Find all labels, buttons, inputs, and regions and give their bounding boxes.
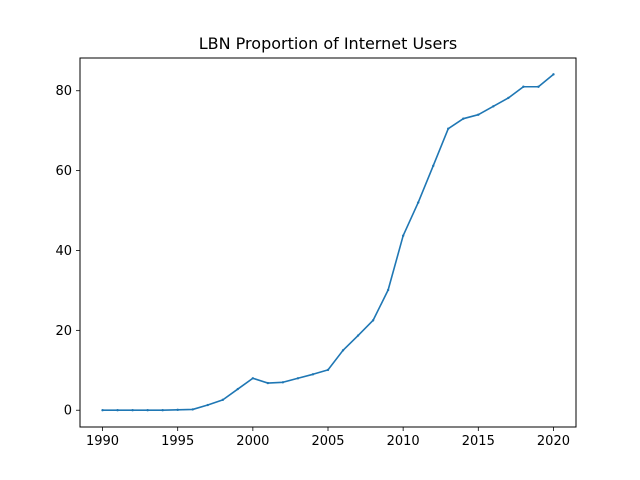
data-point	[236, 387, 240, 391]
data-point	[176, 408, 179, 412]
data-point	[432, 164, 435, 168]
data-point	[311, 373, 315, 376]
data-point	[492, 105, 495, 108]
y-tick-label: 60	[55, 164, 72, 179]
y-tick-label: 0	[64, 404, 72, 419]
data-point	[447, 127, 450, 130]
data-point	[206, 403, 209, 407]
data-point	[266, 381, 270, 385]
data-point	[296, 377, 300, 380]
x-tick-label: 2005	[311, 434, 344, 449]
data-point	[221, 398, 224, 402]
data-point	[552, 73, 555, 76]
plot-area	[80, 58, 576, 427]
data-point	[146, 409, 149, 412]
data-point	[326, 368, 330, 372]
x-tick-label: 2015	[462, 434, 495, 449]
data-point	[522, 85, 525, 88]
data-point	[161, 409, 164, 412]
x-tick-label: 1990	[86, 434, 119, 449]
chart-title: LBN Proportion of Internet Users	[199, 34, 458, 53]
data-point	[356, 334, 360, 337]
data-point	[507, 96, 510, 100]
data-point	[477, 113, 480, 116]
data-point	[131, 409, 134, 412]
y-tick-label: 40	[55, 244, 72, 259]
data-point	[101, 409, 104, 412]
data-point	[386, 288, 390, 292]
data-point	[251, 377, 255, 380]
series-group	[101, 73, 555, 412]
data-point	[462, 117, 465, 120]
axes-frame	[79, 57, 577, 428]
data-point	[116, 409, 119, 412]
data-point	[281, 381, 285, 384]
data-point	[371, 319, 375, 322]
axis-ticks: 1990 1995 2000 2005 2010 2015 2020 0 20 40 60 80	[55, 84, 570, 449]
data-point	[537, 85, 540, 88]
data-point	[341, 349, 345, 352]
x-tick-label: 2010	[387, 434, 420, 449]
data-point	[416, 201, 420, 204]
y-tick-label: 80	[55, 84, 72, 99]
y-tick-label: 20	[55, 324, 72, 339]
x-tick-label: 2000	[236, 434, 269, 449]
data-point	[191, 408, 194, 411]
data-point	[401, 234, 405, 237]
x-tick-label: 2020	[537, 434, 570, 449]
x-tick-label: 1995	[161, 434, 194, 449]
